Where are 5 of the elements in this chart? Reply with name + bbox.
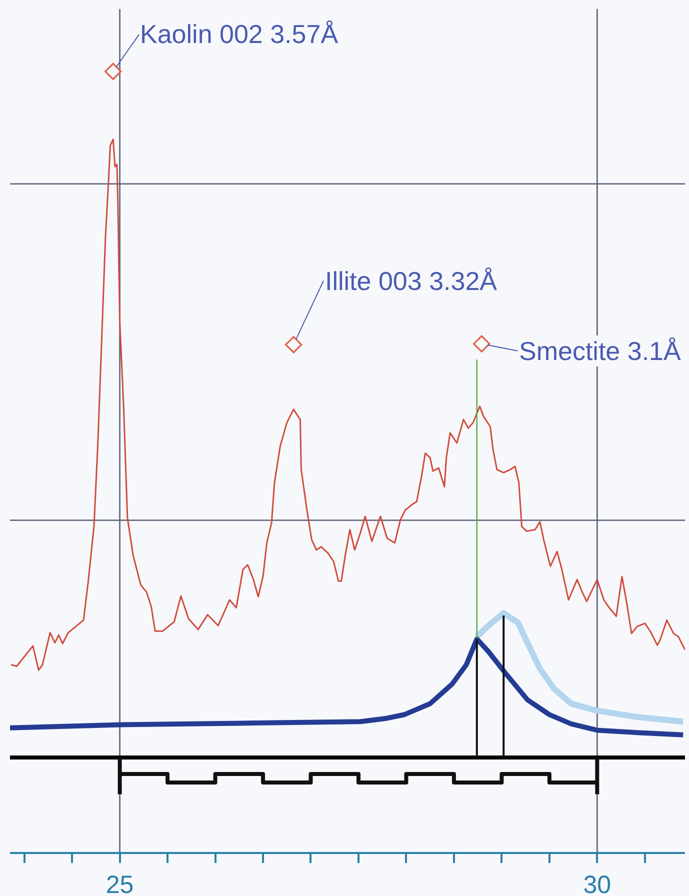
annotation: Smectite 3.1Å bbox=[519, 336, 682, 366]
x-tick-label: 30 bbox=[583, 870, 612, 896]
annotation: Kaolin 002 3.57Å bbox=[140, 19, 339, 49]
x-tick-label: 25 bbox=[106, 870, 134, 896]
annotation: Illite 003 3.32Å bbox=[325, 266, 498, 296]
